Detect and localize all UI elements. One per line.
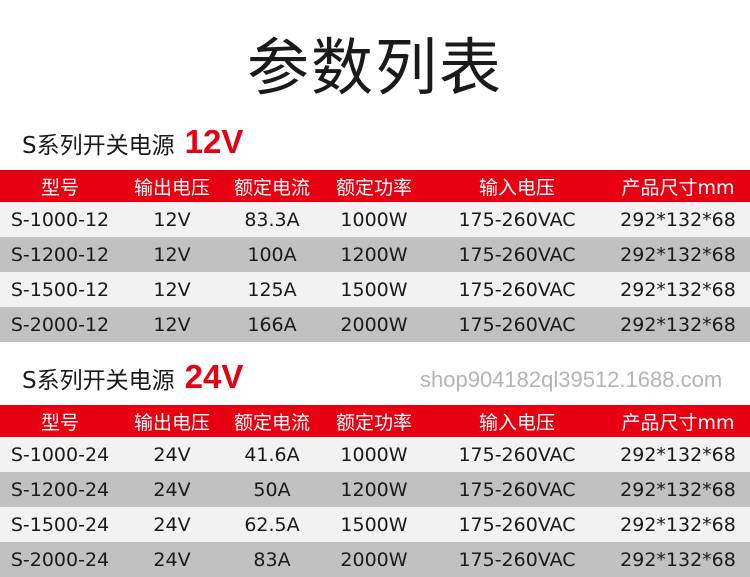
table-cell: 125A: [247, 278, 297, 301]
table-cell: S-1200-24: [10, 478, 110, 501]
series-label: S系列开关电源: [22, 368, 175, 394]
column-header: 产品尺寸mm: [621, 176, 735, 199]
column-header: 输入电压: [478, 176, 555, 199]
table-cell: 12V: [153, 313, 191, 336]
table-cell: 175-260VAC: [458, 313, 576, 336]
table-cell: 2000W: [340, 313, 408, 336]
table-header: 型号 输出电压 额定电流 额定功率 输入电压 产品尺寸mm: [0, 170, 750, 202]
table-cell: 1200W: [340, 478, 408, 501]
table-cell: 2000W: [340, 548, 408, 571]
table-cell: 175-260VAC: [458, 443, 576, 466]
table-cell: 292*132*68: [620, 278, 736, 301]
series-voltage: 12V: [184, 123, 244, 160]
table-row: S-1000-12 12V 83.3A 1000W 175-260VAC 292*132*…: [0, 202, 750, 237]
page-title: 参数列表: [246, 31, 503, 104]
column-header: 产品尺寸mm: [621, 411, 735, 434]
series-label: S系列开关电源: [22, 133, 175, 159]
column-header: 输入电压: [478, 411, 555, 434]
section-heading: S系列开关电源 12V: [22, 122, 243, 166]
table-cell: S-1500-24: [10, 513, 110, 536]
table-row: S-2000-12 12V 166A 2000W 175-260VAC 292*132*6…: [0, 307, 750, 342]
column-header: 额定电流: [233, 176, 310, 199]
table-cell: S-2000-24: [10, 548, 110, 571]
column-header: 型号: [40, 176, 79, 199]
table-cell: 41.6A: [244, 443, 300, 466]
table-row: S-1500-12 12V 125A 1500W 175-260VAC 292*132*6…: [0, 272, 750, 307]
table-cell: 292*132*68: [620, 313, 736, 336]
table-cell: 1200W: [340, 243, 408, 266]
column-header: 额定功率: [335, 176, 412, 199]
table-cell: 100A: [247, 243, 297, 266]
table-cell: 24V: [153, 443, 191, 466]
table-cell: 292*132*68: [620, 478, 736, 501]
table-cell: 175-260VAC: [458, 548, 576, 571]
table-row: S-2000-24 24V 83A 2000W 175-260VAC 292*132*68: [0, 542, 750, 577]
table-cell: 50A: [253, 478, 291, 501]
column-header: 输出电压: [133, 176, 210, 199]
table-cell: 175-260VAC: [458, 278, 576, 301]
table-cell: 292*132*68: [620, 548, 736, 571]
series-voltage: 24V: [184, 358, 244, 395]
column-header: 额定功率: [335, 411, 412, 434]
table-cell: S-1200-12: [10, 243, 110, 266]
column-header: 输出电压: [133, 411, 210, 434]
table-cell: 12V: [153, 278, 191, 301]
table-cell: 175-260VAC: [458, 478, 576, 501]
watermark: shop904182ql39512.1688.com: [420, 367, 723, 392]
table-cell: 24V: [153, 548, 191, 571]
table-cell: 1000W: [340, 443, 408, 466]
table-cell: S-1000-24: [10, 443, 110, 466]
table-cell: 292*132*68: [620, 513, 736, 536]
table-cell: 24V: [153, 478, 191, 501]
table-row: S-1000-24 24V 41.6A 1000W 175-260VAC 292*132*…: [0, 437, 750, 472]
table-row: S-1500-24 24V 62.5A 1500W 175-260VAC 292*132*…: [0, 507, 750, 542]
table-cell: 175-260VAC: [458, 513, 576, 536]
table-cell: 292*132*68: [620, 243, 736, 266]
spec-table: 型号 输出电压 额定电流 额定功率 输入电压 产品尺寸mm S-1000-24 24V 41.6…: [0, 405, 750, 577]
table-cell: 24V: [153, 513, 191, 536]
table-cell: S-2000-12: [10, 313, 110, 336]
table-cell: 12V: [153, 243, 191, 266]
table-row: S-1200-24 24V 50A 1200W 175-260VAC 292*132*68: [0, 472, 750, 507]
table-cell: 175-260VAC: [458, 208, 576, 231]
column-header: 额定电流: [233, 411, 310, 434]
table-cell: 1500W: [340, 278, 408, 301]
table-cell: 292*132*68: [620, 208, 736, 231]
spec-table: 型号 输出电压 额定电流 额定功率 输入电压 产品尺寸mm S-1000-12 12V 83.3…: [0, 170, 750, 342]
table-cell: 1500W: [340, 513, 408, 536]
table-cell: 166A: [247, 313, 297, 336]
table-cell: 1000W: [340, 208, 408, 231]
table-header: 型号 输出电压 额定电流 额定功率 输入电压 产品尺寸mm: [0, 405, 750, 437]
table-cell: 83.3A: [244, 208, 300, 231]
table-cell: 12V: [153, 208, 191, 231]
table-cell: S-1500-12: [10, 278, 110, 301]
table-cell: 292*132*68: [620, 443, 736, 466]
column-header: 型号: [40, 411, 79, 434]
table-cell: 62.5A: [244, 513, 300, 536]
section-heading: S系列开关电源 24V: [22, 357, 243, 401]
table-row: S-1200-12 12V 100A 1200W 175-260VAC 292*132*6…: [0, 237, 750, 272]
table-cell: 175-260VAC: [458, 243, 576, 266]
table-cell: S-1000-12: [10, 208, 110, 231]
table-cell: 83A: [253, 548, 291, 571]
